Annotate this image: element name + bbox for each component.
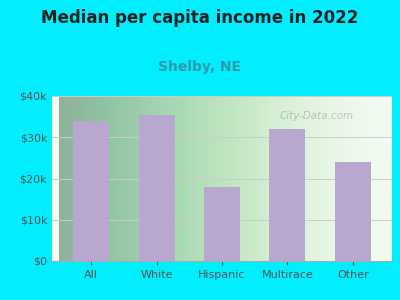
Bar	[73, 121, 109, 261]
Bar	[204, 187, 240, 261]
Text: City-Data.com: City-Data.com	[280, 111, 354, 121]
Bar	[139, 115, 174, 261]
Bar	[270, 129, 305, 261]
Text: Shelby, NE: Shelby, NE	[158, 60, 242, 74]
Text: Median per capita income in 2022: Median per capita income in 2022	[41, 9, 359, 27]
Bar	[335, 162, 371, 261]
